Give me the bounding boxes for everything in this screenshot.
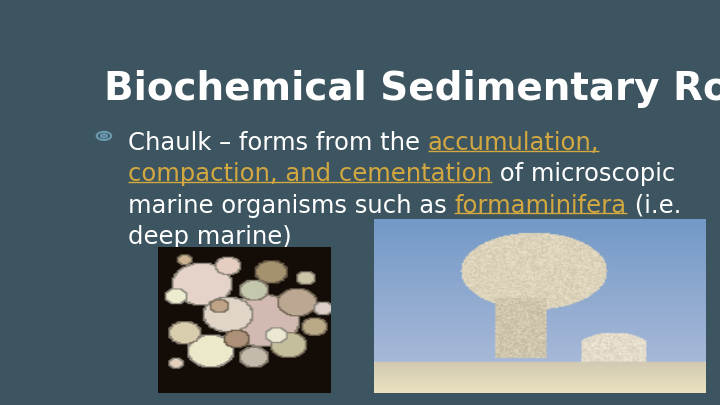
Text: of microscopic: of microscopic (492, 162, 675, 186)
Text: accumulation,: accumulation, (428, 131, 599, 155)
Circle shape (101, 134, 107, 138)
Text: marine organisms such as: marine organisms such as (128, 194, 454, 217)
Text: formaminifera: formaminifera (454, 194, 626, 217)
Text: compaction, and cementation: compaction, and cementation (128, 162, 492, 186)
Text: (i.e.: (i.e. (626, 194, 681, 217)
Text: Chaulk – forms from the: Chaulk – forms from the (128, 131, 428, 155)
Text: deep marine): deep marine) (128, 225, 292, 249)
Text: Biochemical Sedimentary Rock Examples: Biochemical Sedimentary Rock Examples (104, 70, 720, 109)
